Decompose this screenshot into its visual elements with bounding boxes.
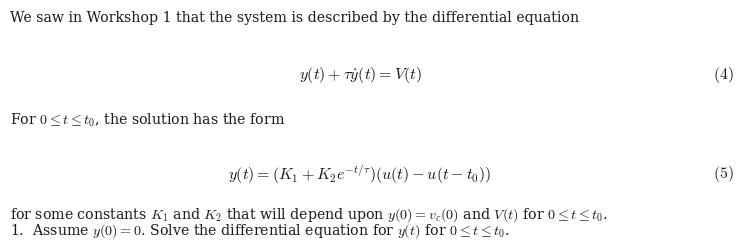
Text: $y(t) = (K_1 + K_2e^{-t/\tau})(u(t) - u(t - t_0))$: $y(t) = (K_1 + K_2e^{-t/\tau})(u(t) - u(… <box>229 164 491 186</box>
Text: for some constants $K_1$ and $K_2$ that will depend upon $y(0) = v_c(0)$ and $V(: for some constants $K_1$ and $K_2$ that … <box>10 206 608 224</box>
Text: $y(t) + \tau\dot{y}(t) = V(t)$: $y(t) + \tau\dot{y}(t) = V(t)$ <box>298 65 422 85</box>
Text: 1.  Assume $y(0) = 0$. Solve the differential equation for $y(t)$ for $0 \leq t : 1. Assume $y(0) = 0$. Solve the differen… <box>10 223 509 240</box>
Text: $(4)$: $(4)$ <box>712 65 734 85</box>
Text: For $0 \leq t \leq t_0$, the solution has the form: For $0 \leq t \leq t_0$, the solution ha… <box>10 111 285 129</box>
Text: We saw in Workshop 1 that the system is described by the differential equation: We saw in Workshop 1 that the system is … <box>10 11 579 25</box>
Text: $(5)$: $(5)$ <box>712 164 734 184</box>
